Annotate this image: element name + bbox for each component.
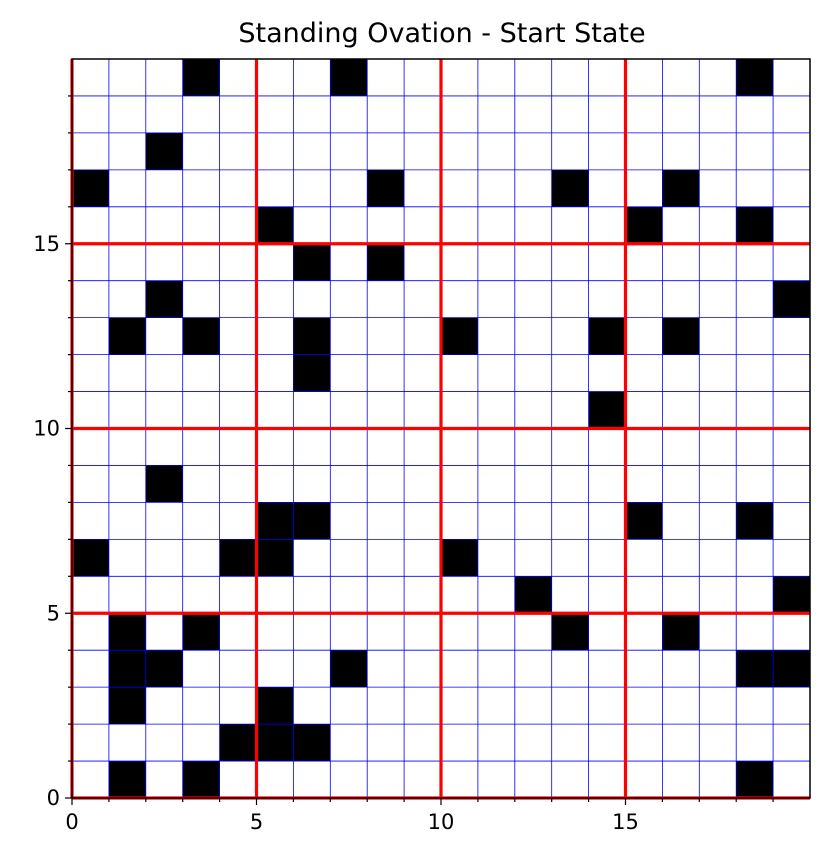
standing-cell bbox=[256, 724, 294, 762]
x-tick-label: 5 bbox=[250, 810, 263, 834]
standing-cell bbox=[662, 613, 700, 651]
standing-cell bbox=[662, 169, 700, 207]
standing-cell bbox=[514, 576, 552, 614]
standing-cell bbox=[182, 613, 220, 651]
standing-cell bbox=[182, 59, 220, 96]
standing-cell bbox=[145, 280, 183, 318]
standing-cell bbox=[625, 206, 663, 244]
standing-cell bbox=[588, 317, 626, 355]
standing-cell bbox=[662, 317, 700, 355]
standing-cell bbox=[625, 502, 663, 540]
y-tick-label: 10 bbox=[33, 417, 60, 441]
standing-cell bbox=[256, 206, 294, 244]
standing-cell bbox=[256, 539, 294, 577]
standing-cell bbox=[736, 206, 774, 244]
standing-cell bbox=[256, 687, 294, 725]
standing-cell bbox=[293, 502, 331, 540]
standing-cell bbox=[441, 539, 478, 577]
standing-cell bbox=[736, 650, 774, 688]
axis-ticks: 0 5 10 15 0 5 10 15 bbox=[33, 95, 774, 834]
x-tick-label: 15 bbox=[612, 810, 639, 834]
standing-cell bbox=[293, 317, 331, 355]
standing-cell bbox=[293, 243, 331, 281]
standing-cell bbox=[108, 650, 146, 688]
standing-cell bbox=[736, 761, 774, 798]
standing-cell bbox=[551, 169, 589, 207]
x-tick-label: 10 bbox=[428, 810, 455, 834]
y-tick-label: 15 bbox=[33, 232, 60, 256]
standing-cell bbox=[330, 650, 368, 688]
standing-cell bbox=[108, 761, 146, 798]
standing-cell bbox=[330, 59, 368, 96]
standing-cell bbox=[145, 650, 183, 688]
standing-cell bbox=[773, 576, 810, 614]
standing-cell bbox=[441, 317, 478, 355]
standing-cell bbox=[72, 539, 109, 577]
standing-cell bbox=[219, 724, 257, 762]
standing-cell bbox=[219, 539, 257, 577]
standing-cell bbox=[588, 391, 626, 429]
standing-cell bbox=[182, 317, 220, 355]
standing-cell bbox=[72, 169, 109, 207]
standing-cell bbox=[736, 59, 774, 96]
standing-cell bbox=[145, 132, 183, 170]
y-tick-label: 0 bbox=[47, 786, 60, 810]
standing-cells bbox=[72, 59, 810, 798]
standing-cell bbox=[773, 280, 810, 318]
standing-cell bbox=[256, 502, 294, 540]
plot-area bbox=[70, 58, 811, 800]
standing-cell bbox=[773, 650, 810, 688]
standing-cell bbox=[108, 317, 146, 355]
standing-cell bbox=[293, 724, 331, 762]
standing-cell bbox=[145, 465, 183, 503]
standing-cell bbox=[367, 243, 405, 281]
x-tick-label: 0 bbox=[65, 810, 78, 834]
standing-cell bbox=[293, 354, 331, 392]
standing-cell bbox=[182, 761, 220, 798]
chart-title: Standing Ovation - Start State bbox=[238, 18, 645, 49]
standing-cell bbox=[551, 613, 589, 651]
standing-cell bbox=[367, 169, 405, 207]
standing-cell bbox=[108, 613, 146, 651]
standing-cell bbox=[736, 502, 774, 540]
y-tick-label: 5 bbox=[47, 601, 60, 625]
standing-cell bbox=[108, 687, 146, 725]
